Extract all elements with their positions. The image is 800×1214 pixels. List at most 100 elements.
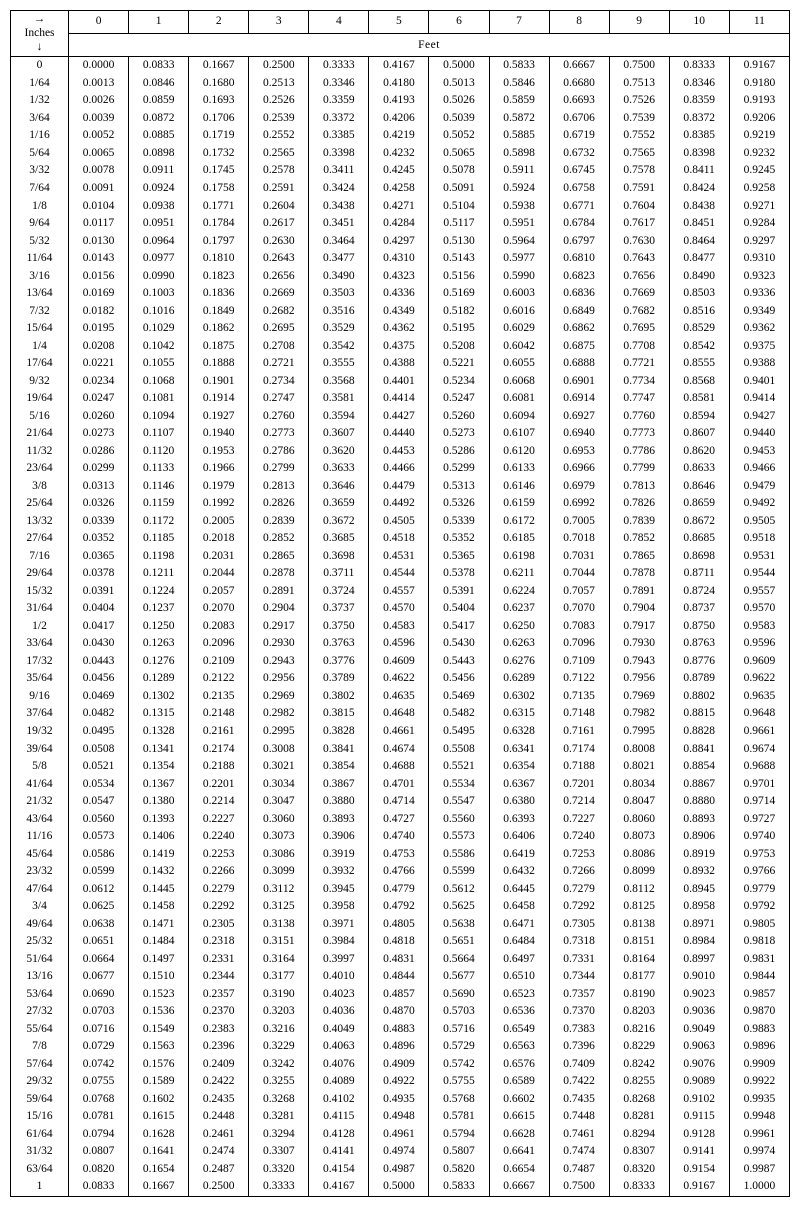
cell: 0.4961 (369, 1126, 429, 1144)
row-header: 31/32 (11, 1143, 69, 1161)
cell: 0.0703 (69, 1003, 129, 1021)
cell: 0.5964 (489, 233, 549, 251)
cell: 0.5117 (429, 215, 489, 233)
cell: 0.5000 (369, 1178, 429, 1196)
cell: 0.1510 (129, 968, 189, 986)
cell: 0.3776 (309, 653, 369, 671)
cell: 0.8138 (609, 916, 669, 934)
cell: 0.8359 (669, 92, 729, 110)
row-header: 3/16 (11, 268, 69, 286)
table-row: 3/320.00780.09110.17450.25780.34110.4245… (11, 162, 790, 180)
cell: 0.2969 (249, 688, 309, 706)
cell: 0.6823 (549, 268, 609, 286)
cell: 0.4740 (369, 828, 429, 846)
col-header: 1 (129, 11, 189, 34)
cell: 0.8542 (669, 338, 729, 356)
table-row: 39/640.05080.13410.21740.30080.38410.467… (11, 741, 790, 759)
cell: 0.9935 (729, 1091, 789, 1109)
cell: 0.3516 (309, 303, 369, 321)
cell: 0.9089 (669, 1073, 729, 1091)
cell: 0.1888 (189, 355, 249, 373)
cell: 0.2279 (189, 881, 249, 899)
cell: 0.9753 (729, 846, 789, 864)
cell: 0.4167 (369, 57, 429, 75)
cell: 0.7214 (549, 793, 609, 811)
cell: 0.8398 (669, 145, 729, 163)
cell: 0.6576 (489, 1056, 549, 1074)
cell: 0.6719 (549, 127, 609, 145)
cell: 0.0247 (69, 390, 129, 408)
cell: 0.2643 (249, 250, 309, 268)
cell: 0.2930 (249, 635, 309, 653)
cell: 0.8307 (609, 1143, 669, 1161)
cell: 0.9505 (729, 513, 789, 531)
row-header: 7/16 (11, 548, 69, 566)
cell: 0.7656 (609, 268, 669, 286)
cell: 0.4727 (369, 811, 429, 829)
cell: 0.7552 (609, 127, 669, 145)
cell: 0.2096 (189, 635, 249, 653)
cell: 0.3893 (309, 811, 369, 829)
cell: 0.8281 (609, 1108, 669, 1126)
cell: 0.0391 (69, 583, 129, 601)
cell: 0.7982 (609, 705, 669, 723)
conversion-table: → Inches ↓ 01234567891011 Feet 00.00000.… (10, 10, 790, 1197)
cell: 0.7031 (549, 548, 609, 566)
cell: 0.0156 (69, 268, 129, 286)
cell: 0.8620 (669, 443, 729, 461)
cell: 0.3333 (249, 1178, 309, 1196)
cell: 0.9948 (729, 1108, 789, 1126)
cell: 0.9036 (669, 1003, 729, 1021)
cell: 0.9141 (669, 1143, 729, 1161)
cell: 0.1354 (129, 758, 189, 776)
cell: 0.2253 (189, 846, 249, 864)
cell: 0.6055 (489, 355, 549, 373)
cell: 0.4987 (369, 1161, 429, 1179)
cell: 0.5898 (489, 145, 549, 163)
corner-cell: → Inches ↓ (11, 11, 69, 57)
cell: 0.0065 (69, 145, 129, 163)
cell: 0.6693 (549, 92, 609, 110)
row-header: 61/64 (11, 1126, 69, 1144)
cell: 0.2487 (189, 1161, 249, 1179)
cell: 0.0977 (129, 250, 189, 268)
cell: 0.2878 (249, 565, 309, 583)
cell: 0.5612 (429, 881, 489, 899)
cell: 0.1302 (129, 688, 189, 706)
table-row: 37/640.04820.13150.21480.29820.38150.464… (11, 705, 790, 723)
cell: 0.8646 (669, 478, 729, 496)
cell: 0.5951 (489, 215, 549, 233)
cell: 0.8802 (669, 688, 729, 706)
cell: 0.5417 (429, 618, 489, 636)
cell: 0.1406 (129, 828, 189, 846)
cell: 0.0938 (129, 198, 189, 216)
cell: 0.4701 (369, 776, 429, 794)
row-header: 1/64 (11, 75, 69, 93)
cell: 0.5977 (489, 250, 549, 268)
cell: 0.8659 (669, 495, 729, 513)
cell: 0.6276 (489, 653, 549, 671)
cell: 0.8503 (669, 285, 729, 303)
cell: 0.0638 (69, 916, 129, 934)
cell: 0.6029 (489, 320, 549, 338)
cell: 0.4935 (369, 1091, 429, 1109)
cell: 0.3385 (309, 127, 369, 145)
row-header: 37/64 (11, 705, 69, 723)
cell: 0.4466 (369, 460, 429, 478)
cell: 0.0313 (69, 478, 129, 496)
cell: 0.6341 (489, 741, 549, 759)
cell: 0.3229 (249, 1038, 309, 1056)
cell: 0.4570 (369, 600, 429, 618)
cell: 0.5378 (429, 565, 489, 583)
cell: 0.1497 (129, 951, 189, 969)
cell: 0.4036 (309, 1003, 369, 1021)
cell: 0.2747 (249, 390, 309, 408)
cell: 0.9167 (669, 1178, 729, 1196)
cell: 0.9063 (669, 1038, 729, 1056)
table-row: 23/320.05990.14320.22660.30990.39320.476… (11, 863, 790, 881)
row-header: 57/64 (11, 1056, 69, 1074)
cell: 0.4388 (369, 355, 429, 373)
cell: 0.8555 (669, 355, 729, 373)
cell: 0.9922 (729, 1073, 789, 1091)
cell: 0.5794 (429, 1126, 489, 1144)
